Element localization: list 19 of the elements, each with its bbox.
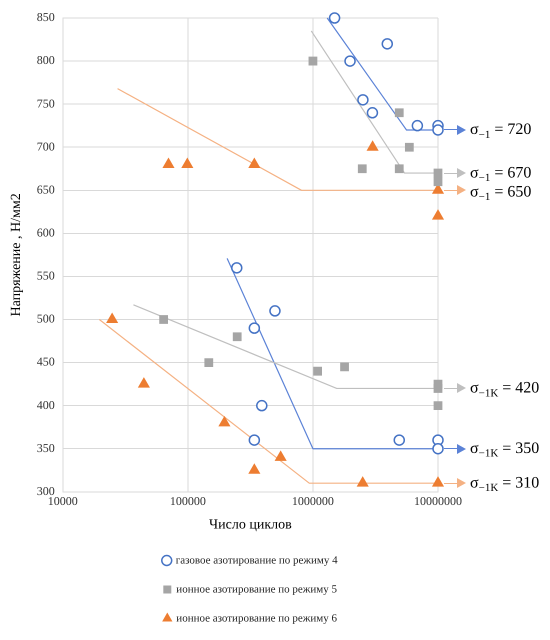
y-tick-label: 550 [36, 268, 55, 283]
legend-label: газовое азотирование по режиму 4 [176, 554, 338, 566]
y-axis-title: Напряжение , Н/мм2 [9, 193, 24, 316]
y-tick-label: 650 [36, 182, 55, 196]
y-tick-label: 350 [36, 440, 55, 455]
legend-label: ионное азотирование по режиму 5 [176, 583, 338, 596]
y-tick-label: 600 [36, 226, 55, 240]
y-tick-label: 750 [36, 96, 55, 110]
x-tick-label: 100000 [170, 494, 206, 508]
x-tick-label: 1000000 [292, 494, 334, 508]
y-tick-label: 450 [36, 354, 55, 369]
x-tick-label: 10000000 [414, 494, 462, 508]
legend-label: ионное азотирование по режиму 6 [176, 612, 338, 624]
y-tick-label: 700 [36, 139, 55, 154]
y-tick-label: 500 [36, 312, 55, 326]
x-axis-title: Число циклов [209, 517, 292, 532]
y-tick-label: 850 [36, 10, 55, 24]
y-tick-label: 800 [36, 53, 55, 68]
y-tick-label: 400 [36, 398, 55, 412]
